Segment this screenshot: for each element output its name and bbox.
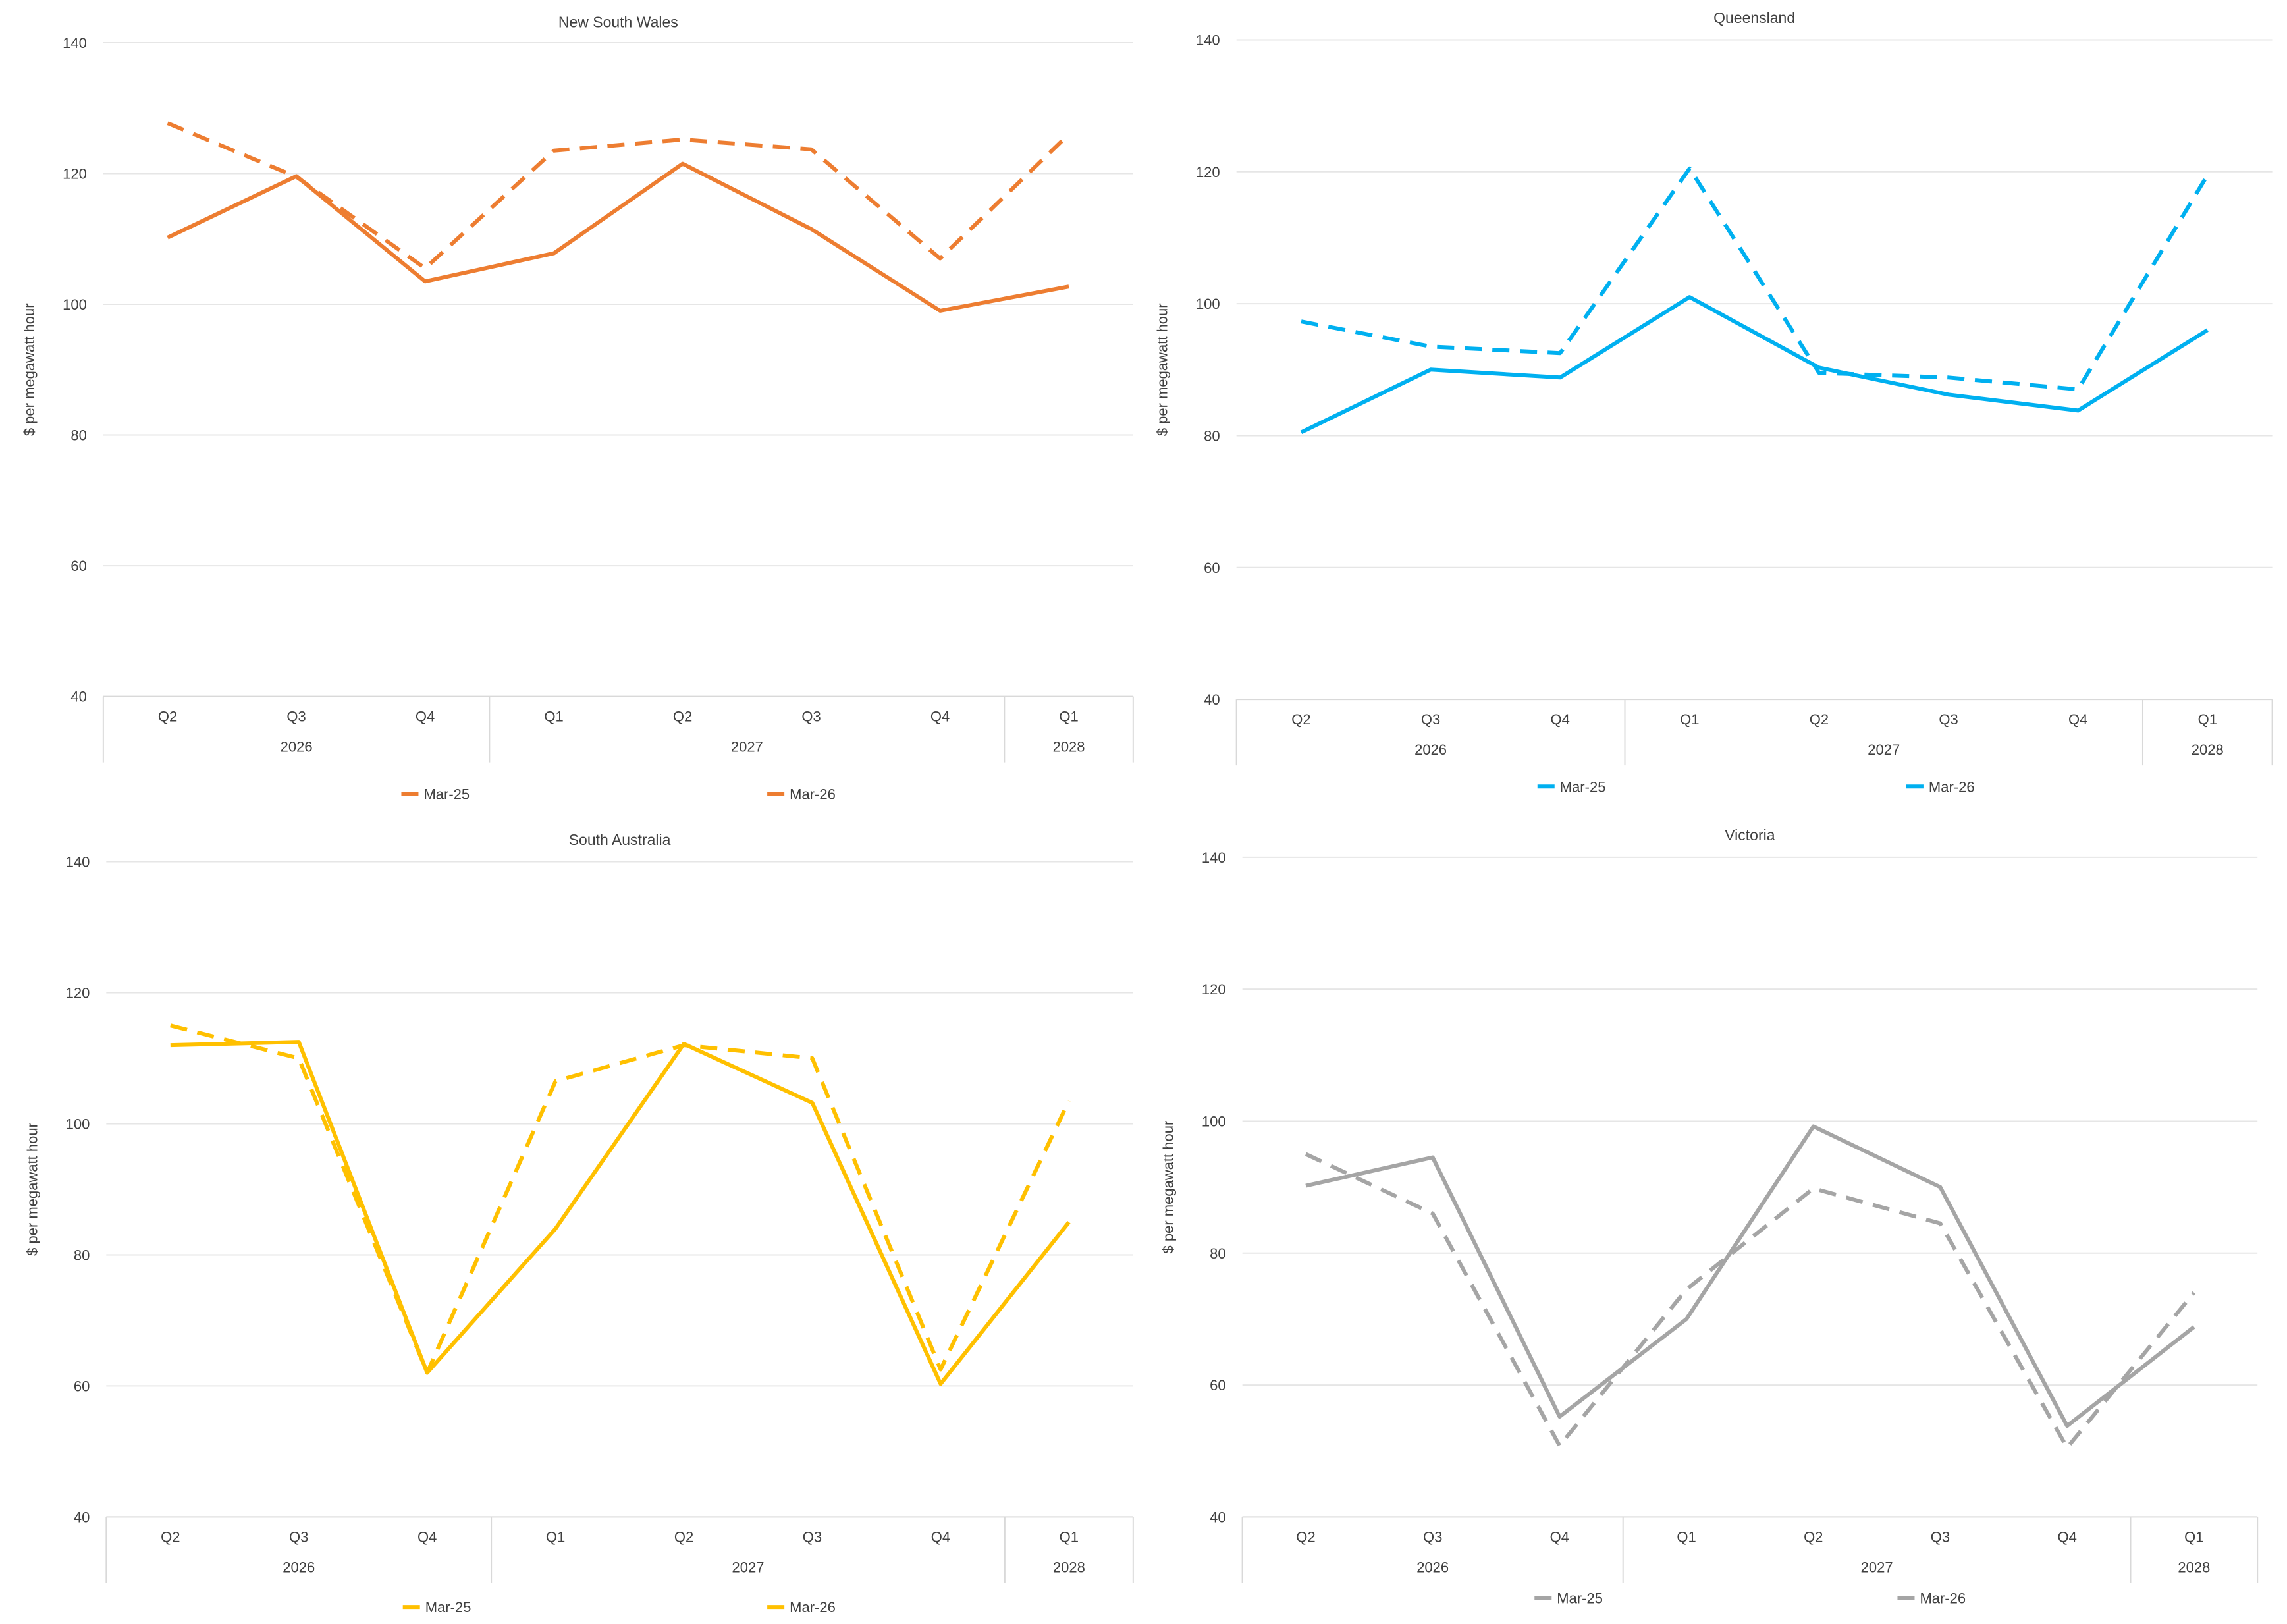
y-tick-label: 120 bbox=[63, 165, 87, 182]
x-tick-label: Q1 bbox=[546, 1529, 565, 1545]
y-tick-label: 100 bbox=[1196, 296, 1220, 312]
legend-label: Mar-25 bbox=[1560, 778, 1606, 795]
x-group-label: 2026 bbox=[1416, 1559, 1449, 1575]
x-tick-label: Q3 bbox=[1931, 1529, 1950, 1545]
chart-panel-2: Queensland 40 60 80 100 120 140 $ per megawatt … bbox=[1154, 9, 2273, 795]
x-group-label: 2027 bbox=[1868, 742, 1900, 758]
y-tick-label: 60 bbox=[74, 1378, 90, 1394]
legend-label: Mar-26 bbox=[1920, 1590, 1966, 1607]
x-tick-label: Q4 bbox=[417, 1529, 437, 1545]
legend-label: Mar-26 bbox=[790, 786, 836, 802]
x-tick-label: Q4 bbox=[930, 709, 950, 725]
x-tick-label: Q2 bbox=[1291, 711, 1310, 728]
series-line-mar-25 bbox=[1305, 1152, 2196, 1450]
x-tick-label: Q4 bbox=[2068, 711, 2087, 728]
x-tick-label: Q4 bbox=[931, 1529, 950, 1545]
y-tick-label: 80 bbox=[70, 427, 86, 444]
x-tick-label: Q4 bbox=[416, 709, 435, 725]
y-tick-label: 40 bbox=[1204, 691, 1220, 708]
y-tick-label: 100 bbox=[63, 296, 87, 313]
x-tick-label: Q3 bbox=[1939, 711, 1958, 728]
y-tick-label: 60 bbox=[1204, 560, 1220, 576]
x-tick-label: Q3 bbox=[1421, 711, 1440, 728]
y-tick-label: 140 bbox=[66, 854, 90, 871]
y-tick-label: 60 bbox=[70, 558, 86, 574]
x-tick-label: Q2 bbox=[674, 1529, 693, 1545]
x-tick-label: Q2 bbox=[161, 1529, 180, 1545]
x-group-label: 2026 bbox=[1414, 742, 1447, 758]
x-tick-label: Q1 bbox=[1060, 1529, 1079, 1545]
x-tick-label: Q3 bbox=[1423, 1529, 1442, 1545]
y-tick-label: 100 bbox=[66, 1116, 90, 1132]
x-group-label: 2027 bbox=[1861, 1559, 1893, 1575]
chart-title: Victoria bbox=[1725, 826, 1775, 844]
y-axis-label: $ per megawatt hour bbox=[1160, 1121, 1177, 1254]
y-tick-label: 40 bbox=[74, 1509, 90, 1525]
y-tick-label: 60 bbox=[1210, 1377, 1225, 1394]
y-tick-label: 100 bbox=[1202, 1113, 1226, 1129]
x-tick-label: Q1 bbox=[1677, 1529, 1696, 1545]
chart-title: Queensland bbox=[1713, 9, 1795, 26]
y-tick-label: 140 bbox=[1202, 850, 1226, 866]
legend-label: Mar-26 bbox=[1929, 778, 1975, 795]
series-line-mar-25 bbox=[1301, 166, 2209, 392]
x-tick-label: Q1 bbox=[1680, 711, 1699, 728]
series-line-mar-25 bbox=[170, 1023, 1071, 1375]
y-tick-label: 80 bbox=[1204, 427, 1220, 444]
y-tick-label: 120 bbox=[1202, 981, 1226, 998]
x-tick-label: Q3 bbox=[286, 709, 306, 725]
chart-panel-3: South Australia 40 60 80 100 120 140 $ per mega… bbox=[24, 831, 1134, 1615]
y-tick-label: 80 bbox=[1210, 1245, 1225, 1262]
series-line-mar-26 bbox=[1300, 295, 2209, 435]
x-tick-label: Q3 bbox=[801, 709, 821, 725]
x-group-label: 2027 bbox=[732, 1559, 765, 1575]
x-tick-label: Q1 bbox=[544, 709, 563, 725]
y-tick-label: 140 bbox=[63, 35, 87, 51]
x-group-label: 2028 bbox=[2192, 742, 2224, 758]
series-line-mar-26 bbox=[167, 161, 1069, 313]
legend-label: Mar-25 bbox=[425, 1599, 471, 1615]
y-tick-label: 120 bbox=[1196, 164, 1220, 180]
y-axis-label: $ per megawatt hour bbox=[24, 1123, 40, 1256]
legend-label: Mar-25 bbox=[1557, 1590, 1603, 1607]
x-group-label: 2026 bbox=[281, 739, 313, 755]
x-tick-label: Q4 bbox=[2057, 1529, 2076, 1545]
y-tick-label: 120 bbox=[66, 985, 90, 1002]
y-axis-label: $ per megawatt hour bbox=[21, 303, 38, 436]
x-tick-label: Q2 bbox=[1296, 1529, 1315, 1545]
x-tick-label: Q3 bbox=[803, 1529, 822, 1545]
x-tick-label: Q1 bbox=[2198, 711, 2217, 728]
chart-panel-4: Victoria 40 60 80 100 120 140 $ per megawatt ho… bbox=[1160, 826, 2259, 1607]
x-group-label: 2027 bbox=[731, 739, 763, 755]
x-tick-label: Q1 bbox=[1059, 709, 1078, 725]
series-line-mar-26 bbox=[170, 1040, 1071, 1386]
series-line-mar-26 bbox=[1305, 1124, 2195, 1428]
x-group-label: 2028 bbox=[2178, 1559, 2210, 1575]
series-line-mar-25 bbox=[167, 121, 1071, 271]
x-tick-label: Q3 bbox=[289, 1529, 308, 1545]
x-group-label: 2028 bbox=[1053, 739, 1085, 755]
x-tick-label: Q2 bbox=[673, 709, 692, 725]
y-tick-label: 40 bbox=[1210, 1509, 1225, 1525]
x-tick-label: Q4 bbox=[1550, 1529, 1569, 1545]
x-tick-label: Q2 bbox=[1810, 711, 1829, 728]
y-axis-label: $ per megawatt hour bbox=[1154, 303, 1171, 436]
legend-label: Mar-26 bbox=[790, 1599, 836, 1615]
chart-title: New South Wales bbox=[558, 14, 678, 31]
x-group-label: 2028 bbox=[1053, 1559, 1085, 1575]
chart-title: South Australia bbox=[569, 831, 671, 848]
y-tick-label: 140 bbox=[1196, 32, 1220, 48]
x-tick-label: Q4 bbox=[1551, 711, 1570, 728]
y-tick-label: 80 bbox=[74, 1247, 90, 1263]
chart-panel-1: New South Wales 40 60 80 100 120 140 $ per mega… bbox=[21, 14, 1134, 802]
y-tick-label: 40 bbox=[70, 689, 86, 705]
x-tick-label: Q2 bbox=[1804, 1529, 1823, 1545]
x-tick-label: Q2 bbox=[158, 709, 177, 725]
legend-label: Mar-25 bbox=[423, 786, 470, 802]
x-tick-label: Q1 bbox=[2184, 1529, 2203, 1545]
x-group-label: 2026 bbox=[283, 1559, 315, 1575]
